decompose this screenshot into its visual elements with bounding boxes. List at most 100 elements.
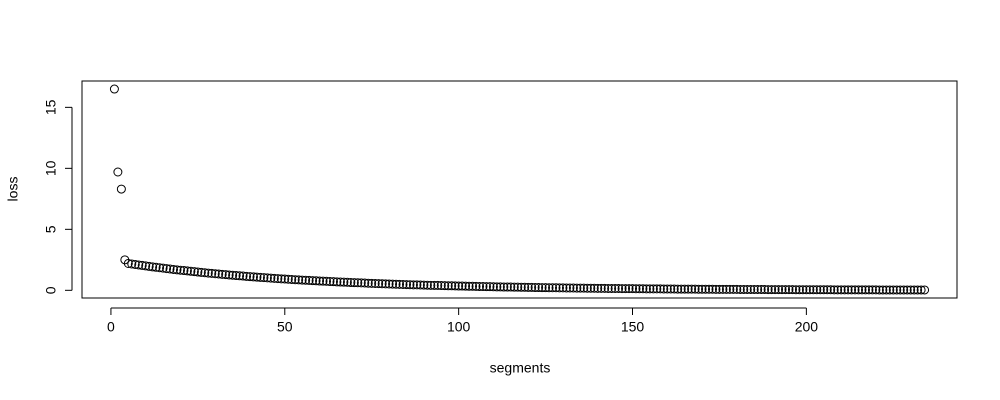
data-point — [707, 284, 717, 294]
data-point — [221, 270, 231, 280]
data-point — [673, 284, 683, 294]
data-point — [450, 281, 460, 291]
y-tick-label: 0 — [43, 286, 59, 294]
data-point — [155, 263, 165, 273]
data-point — [308, 276, 318, 286]
data-point — [537, 283, 547, 293]
data-point — [812, 285, 822, 295]
data-point — [342, 277, 352, 287]
data-point — [787, 285, 797, 295]
data-point — [492, 282, 502, 292]
data-point — [301, 275, 311, 285]
data-point — [631, 284, 641, 294]
data-point — [422, 280, 432, 290]
data-point — [217, 269, 227, 279]
data-point — [694, 284, 704, 294]
data-point — [141, 261, 151, 271]
data-point — [784, 285, 794, 295]
data-point — [395, 279, 405, 289]
data-point — [520, 282, 530, 292]
data-point — [283, 274, 293, 284]
data-point — [144, 261, 154, 271]
data-point — [826, 285, 836, 295]
data-point — [123, 258, 133, 268]
data-point — [509, 282, 519, 292]
data-point — [175, 265, 185, 275]
data-point — [746, 284, 756, 294]
data-point — [297, 275, 307, 285]
data-point — [701, 284, 711, 294]
data-point — [304, 275, 314, 285]
data-point — [388, 279, 398, 289]
data-point — [339, 277, 349, 287]
y-tick-label: 15 — [43, 99, 59, 115]
data-point — [374, 279, 384, 289]
data-point — [885, 285, 895, 295]
data-point — [113, 167, 123, 177]
data-point — [607, 283, 617, 293]
data-point — [680, 284, 690, 294]
data-point — [196, 267, 206, 277]
data-point — [648, 284, 658, 294]
data-point — [683, 284, 693, 294]
data-point — [721, 284, 731, 294]
data-point — [690, 284, 700, 294]
data-point — [822, 285, 832, 295]
data-point — [290, 275, 300, 285]
x-tick-label: 200 — [795, 319, 819, 335]
data-point — [252, 272, 262, 282]
data-point — [659, 284, 669, 294]
data-point — [454, 281, 464, 291]
data-point — [182, 266, 192, 276]
data-point — [255, 272, 265, 282]
data-point — [179, 266, 189, 276]
data-point — [892, 285, 902, 295]
data-point — [760, 284, 770, 294]
data-point — [468, 281, 478, 291]
data-point — [228, 270, 238, 280]
data-point — [774, 285, 784, 295]
data-point — [548, 283, 558, 293]
data-point — [909, 285, 919, 295]
plot-box — [81, 80, 958, 299]
data-point — [732, 284, 742, 294]
y-tick-label: 5 — [43, 225, 59, 233]
data-point — [739, 284, 749, 294]
data-point — [854, 285, 864, 295]
data-point — [377, 279, 387, 289]
data-point — [714, 284, 724, 294]
data-point — [495, 282, 505, 292]
data-point — [245, 272, 255, 282]
data-point — [523, 282, 533, 292]
data-point — [902, 285, 912, 295]
data-point — [485, 282, 495, 292]
data-point — [207, 268, 217, 278]
data-point — [593, 283, 603, 293]
data-point — [676, 284, 686, 294]
data-point — [461, 281, 471, 291]
data-point — [203, 268, 213, 278]
data-point — [172, 265, 182, 275]
data-point — [864, 285, 874, 295]
data-point — [763, 285, 773, 295]
data-point — [711, 284, 721, 294]
data-point — [356, 278, 366, 288]
data-point — [516, 282, 526, 292]
data-point — [318, 276, 328, 286]
data-point — [628, 284, 638, 294]
data-point — [808, 285, 818, 295]
x-tick-label: 100 — [447, 319, 471, 335]
data-point — [767, 285, 777, 295]
data-point — [130, 259, 140, 269]
data-point — [408, 280, 418, 290]
data-point — [662, 284, 672, 294]
data-point — [913, 285, 923, 295]
data-point — [899, 285, 909, 295]
data-point — [200, 268, 210, 278]
data-point — [137, 260, 147, 270]
data-point — [610, 283, 620, 293]
data-point — [860, 285, 870, 295]
data-point — [634, 284, 644, 294]
data-point — [781, 285, 791, 295]
data-point — [269, 273, 279, 283]
